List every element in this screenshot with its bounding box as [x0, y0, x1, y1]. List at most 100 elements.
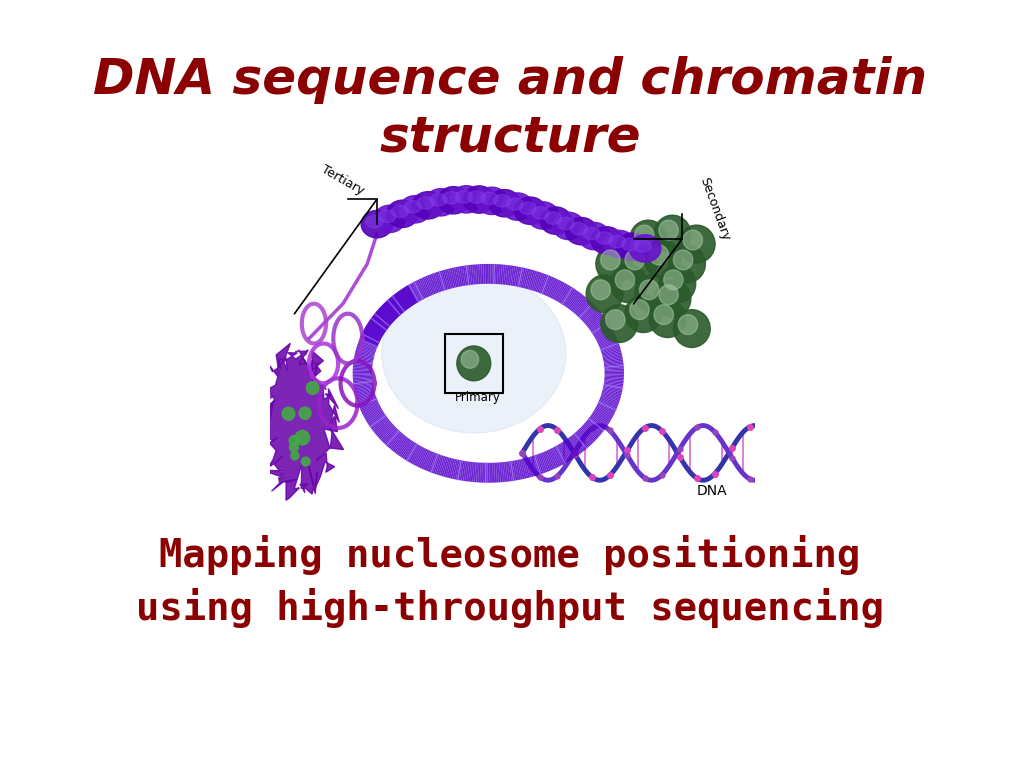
Polygon shape — [584, 422, 599, 437]
Ellipse shape — [552, 212, 584, 239]
Polygon shape — [359, 400, 377, 409]
Polygon shape — [578, 428, 592, 444]
Circle shape — [648, 300, 686, 337]
Polygon shape — [379, 307, 394, 322]
Polygon shape — [586, 421, 601, 435]
Polygon shape — [572, 435, 585, 451]
Polygon shape — [516, 460, 521, 480]
Polygon shape — [483, 264, 485, 284]
Polygon shape — [498, 265, 501, 285]
Circle shape — [605, 310, 625, 330]
Polygon shape — [358, 340, 377, 349]
Polygon shape — [555, 283, 566, 301]
Polygon shape — [369, 415, 385, 427]
Polygon shape — [353, 382, 372, 386]
Polygon shape — [567, 438, 580, 455]
Polygon shape — [573, 433, 586, 450]
Polygon shape — [353, 374, 372, 376]
Polygon shape — [360, 337, 378, 346]
Polygon shape — [378, 308, 393, 323]
Polygon shape — [481, 463, 484, 483]
Polygon shape — [523, 458, 530, 478]
Polygon shape — [359, 339, 377, 348]
Ellipse shape — [595, 232, 612, 244]
Text: Mapping nucleosome positioning: Mapping nucleosome positioning — [159, 535, 860, 575]
Polygon shape — [434, 455, 442, 474]
Polygon shape — [365, 327, 382, 337]
Polygon shape — [475, 264, 478, 285]
Polygon shape — [494, 463, 496, 483]
Polygon shape — [598, 336, 615, 346]
Polygon shape — [404, 287, 415, 304]
Polygon shape — [541, 452, 550, 471]
Polygon shape — [517, 460, 523, 480]
Polygon shape — [429, 275, 437, 294]
Polygon shape — [354, 356, 373, 362]
Polygon shape — [414, 281, 424, 299]
Polygon shape — [354, 384, 373, 389]
Polygon shape — [565, 440, 577, 457]
Polygon shape — [357, 396, 376, 403]
Ellipse shape — [539, 207, 571, 234]
Polygon shape — [497, 462, 500, 483]
Polygon shape — [535, 273, 543, 292]
Polygon shape — [551, 448, 561, 466]
Polygon shape — [598, 337, 616, 347]
Polygon shape — [354, 358, 373, 363]
Polygon shape — [465, 461, 469, 481]
Ellipse shape — [621, 238, 638, 250]
Polygon shape — [562, 288, 575, 306]
Polygon shape — [574, 432, 587, 449]
Polygon shape — [573, 297, 586, 313]
Polygon shape — [387, 299, 401, 315]
Polygon shape — [468, 265, 472, 285]
Polygon shape — [525, 269, 531, 289]
Polygon shape — [424, 451, 433, 470]
Polygon shape — [404, 442, 415, 460]
Polygon shape — [390, 297, 404, 313]
Polygon shape — [505, 461, 510, 481]
Polygon shape — [356, 349, 374, 356]
Polygon shape — [427, 275, 435, 294]
Polygon shape — [568, 292, 581, 309]
Circle shape — [625, 295, 661, 333]
Polygon shape — [378, 308, 393, 322]
Polygon shape — [366, 325, 383, 337]
Circle shape — [653, 304, 673, 324]
Polygon shape — [396, 291, 409, 309]
Polygon shape — [604, 374, 624, 376]
Polygon shape — [369, 320, 385, 333]
Polygon shape — [408, 285, 419, 302]
Text: structure: structure — [379, 114, 640, 161]
Polygon shape — [547, 450, 556, 468]
Polygon shape — [359, 399, 377, 408]
Polygon shape — [356, 348, 375, 355]
Polygon shape — [356, 393, 375, 400]
Polygon shape — [485, 463, 487, 483]
Polygon shape — [387, 431, 400, 448]
Polygon shape — [357, 394, 375, 402]
Circle shape — [288, 435, 299, 446]
Polygon shape — [450, 459, 455, 479]
Ellipse shape — [450, 186, 482, 213]
Polygon shape — [543, 451, 552, 470]
Polygon shape — [378, 424, 393, 438]
Polygon shape — [374, 313, 389, 327]
Polygon shape — [386, 300, 400, 316]
Polygon shape — [375, 421, 390, 435]
Polygon shape — [500, 462, 503, 482]
Polygon shape — [571, 435, 584, 452]
Circle shape — [625, 250, 644, 270]
Polygon shape — [574, 298, 587, 314]
Polygon shape — [459, 461, 464, 480]
Ellipse shape — [519, 202, 536, 214]
Polygon shape — [525, 457, 531, 477]
Polygon shape — [463, 461, 467, 481]
Polygon shape — [399, 289, 412, 307]
Polygon shape — [556, 284, 568, 302]
Polygon shape — [359, 338, 377, 347]
Polygon shape — [531, 271, 538, 291]
Polygon shape — [396, 291, 409, 308]
Polygon shape — [379, 425, 394, 440]
Polygon shape — [599, 396, 619, 405]
